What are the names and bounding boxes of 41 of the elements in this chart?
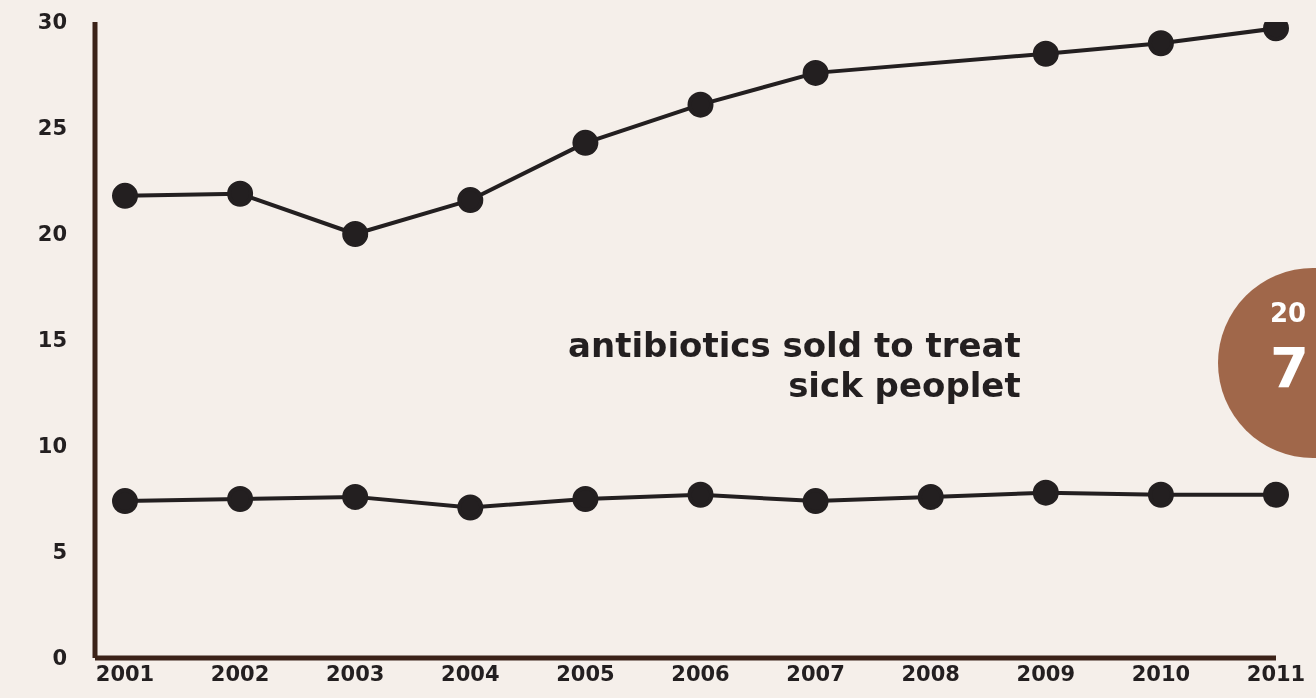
x-tick-label: 2009 [1016, 661, 1076, 686]
point [1263, 481, 1289, 508]
x-tick-label: 2007 [786, 661, 845, 686]
y-tick-label: 20 [37, 222, 67, 247]
point [227, 180, 254, 207]
y-tick-label: 10 [37, 434, 67, 459]
point [572, 129, 599, 156]
point [342, 483, 369, 510]
annotation: 7 [1270, 335, 1309, 400]
point [687, 481, 714, 508]
point [1032, 40, 1059, 67]
x-tick-label: 2011 [1246, 661, 1306, 686]
x-tick-label: 2005 [556, 661, 615, 686]
point [802, 488, 829, 515]
point [457, 187, 484, 214]
point [457, 494, 484, 521]
y-tick-label: 15 [37, 328, 67, 353]
point [342, 221, 369, 247]
point [1147, 481, 1174, 508]
point [572, 486, 599, 512]
y-tick-label: 30 [37, 10, 67, 35]
point [227, 486, 254, 512]
y-tick-label: 0 [52, 646, 67, 671]
x-tick-label: 2008 [901, 661, 960, 686]
point [802, 59, 829, 86]
point [687, 91, 714, 118]
text: antibiotics sold to treat sick peoplet [568, 324, 1021, 405]
x-tick-label: 2001 [95, 661, 155, 686]
point [112, 182, 138, 209]
annotation: 20 [1270, 298, 1307, 328]
point [1147, 30, 1174, 57]
x-tick-label: 2006 [671, 661, 730, 686]
point [112, 488, 138, 515]
point [917, 483, 944, 510]
y-tick-label: 25 [37, 116, 67, 141]
x-tick-label: 2010 [1131, 661, 1191, 686]
x-tick-label: 2003 [325, 661, 385, 686]
x-tick-label: 2004 [441, 661, 500, 686]
point [1032, 479, 1059, 506]
y-tick-label: 5 [52, 540, 67, 565]
x-tick-label: 2002 [210, 661, 270, 686]
